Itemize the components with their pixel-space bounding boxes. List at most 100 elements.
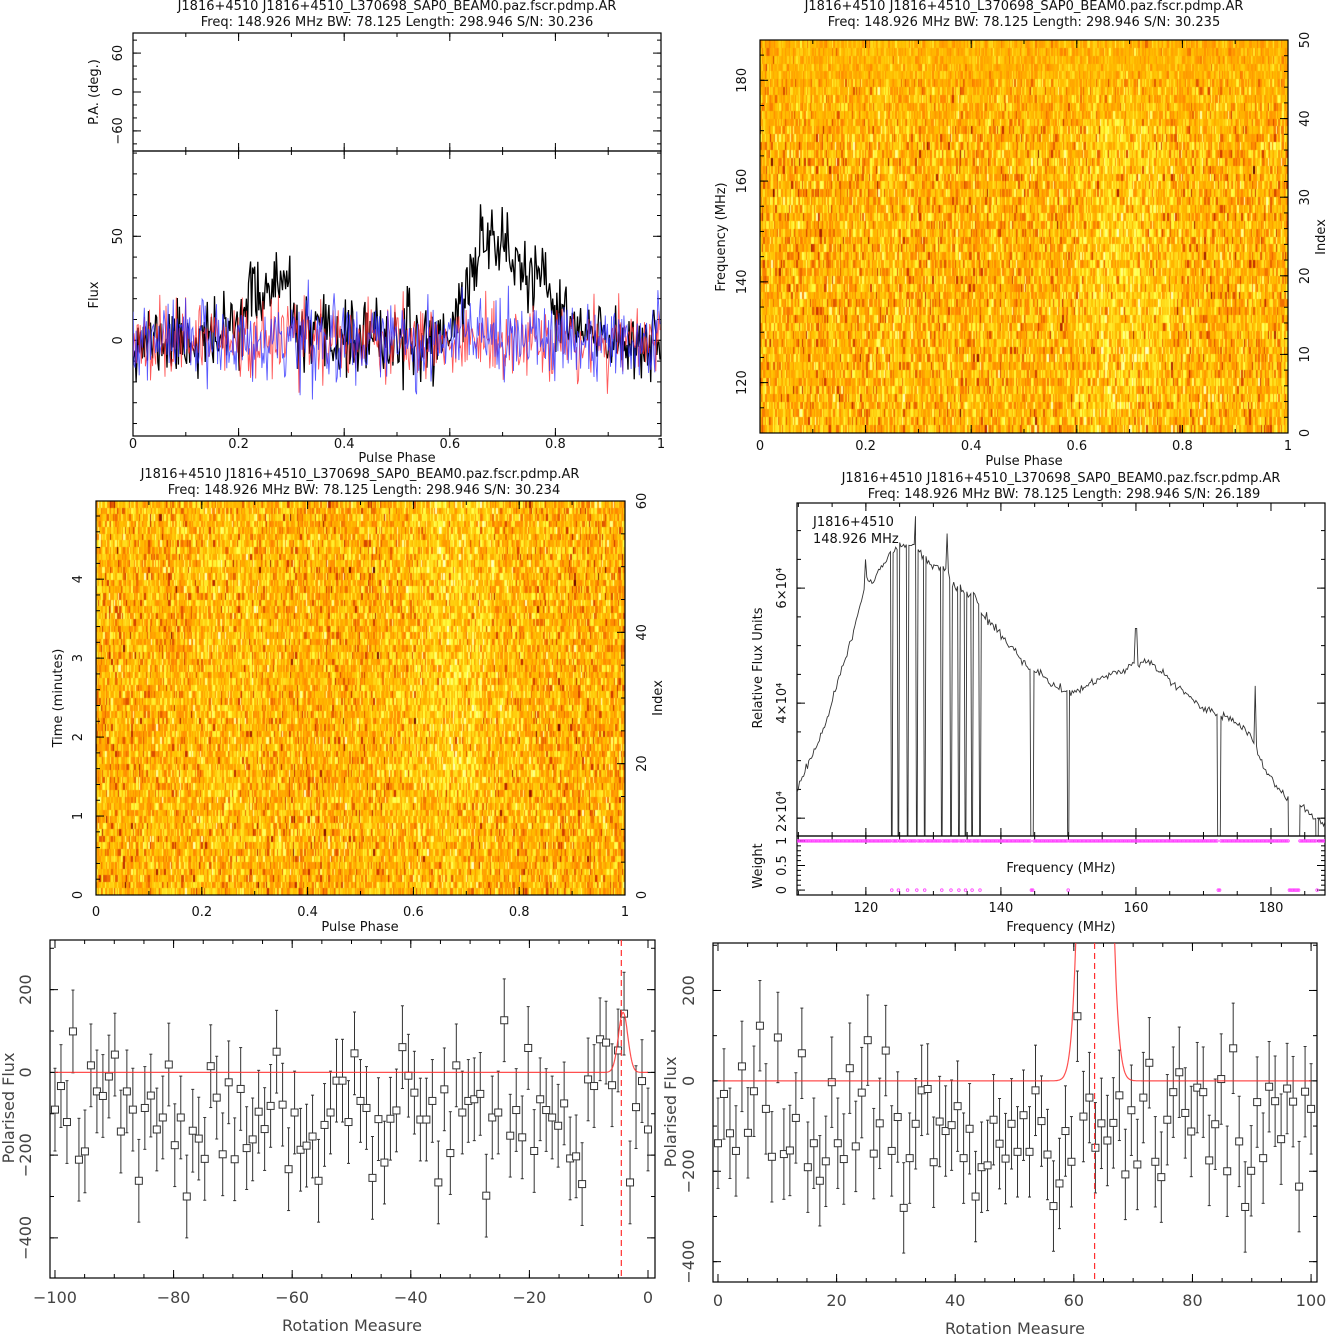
weight-point [957, 888, 961, 892]
rm-positive-marker [815, 1176, 824, 1185]
rm-negative-marker [470, 1095, 479, 1104]
rm-positive-point [1097, 1077, 1106, 1170]
weight-point [1066, 888, 1070, 892]
rm-negative-point [644, 1087, 653, 1172]
rm-negative-point [260, 1087, 269, 1171]
weight-point [940, 888, 944, 892]
rm-negative-point [518, 1095, 527, 1180]
time-phase-x-tick-label: 0.8 [509, 905, 530, 920]
rm-negative-point [146, 1053, 155, 1138]
rm-positive-point [773, 991, 782, 1084]
rm-positive-point [1163, 1074, 1172, 1166]
rm-negative-marker [326, 1108, 335, 1117]
rm-positive-marker [1121, 1170, 1130, 1179]
rm-positive-point [1013, 1106, 1022, 1198]
rm-negative-point [98, 1054, 107, 1138]
rm-positive-marker [899, 1203, 908, 1212]
time-phase-x-tick-label: 0.4 [297, 905, 318, 920]
rm-negative-point [290, 1070, 299, 1155]
rm-negative-x-tick-label: −60 [275, 1288, 309, 1307]
rm-negative-marker [176, 1113, 185, 1122]
rm-positive-point [785, 1104, 794, 1197]
rm-negative-marker [188, 1126, 197, 1135]
weight-point [1029, 888, 1034, 892]
rm-negative-point [314, 1138, 323, 1223]
rm-positive-marker [1175, 1068, 1184, 1077]
rm-negative-point [80, 1109, 89, 1194]
rm-negative-point [104, 1034, 113, 1119]
rm-positive-point [917, 1044, 926, 1137]
rm-negative-point [638, 1039, 647, 1123]
rm-negative-marker [602, 1038, 611, 1047]
rm-positive-marker [821, 1157, 830, 1166]
rm-positive-marker [929, 1158, 938, 1167]
rm-positive-marker [791, 1113, 800, 1122]
profile-x-tick-label: 1 [657, 437, 665, 452]
rm-negative-marker [140, 1103, 149, 1112]
rm-positive-marker [893, 1113, 902, 1122]
rm-negative-point [452, 1023, 461, 1108]
weight-x-tick-label: 140 [988, 901, 1013, 916]
rm-positive-point [767, 1111, 776, 1203]
spectrum-frame [796, 502, 1326, 837]
rm-positive-marker [857, 1088, 866, 1097]
rm-positive-marker [905, 1154, 914, 1163]
rm-positive-marker [1307, 1104, 1316, 1113]
rm-negative-point [506, 1093, 515, 1178]
rm-negative-point [626, 1140, 635, 1225]
rm-positive-marker [1301, 1087, 1310, 1096]
rm-positive-marker [1109, 1118, 1118, 1127]
rm-positive-point [887, 1105, 896, 1197]
profile-frame [132, 150, 662, 437]
rm-negative-point [368, 1136, 377, 1220]
rm-negative-point [236, 1047, 245, 1131]
rm-positive-point [737, 1020, 746, 1113]
rm-positive-marker [1055, 1179, 1064, 1188]
rm-negative-marker [98, 1091, 107, 1100]
weight-point [1028, 839, 1032, 843]
rm-positive-marker [1127, 1106, 1136, 1115]
freq-phase-x-tick-label: 0.8 [1172, 439, 1193, 454]
rm-positive-marker [953, 1102, 962, 1111]
rm-negative-point [524, 1006, 533, 1090]
freq-phase-title-line2: Freq: 148.926 MHz BW: 78.125 Length: 298… [828, 15, 1220, 30]
rm-negative-point [350, 1011, 359, 1096]
rm-negative-fit-curve [55, 1011, 648, 1073]
rm-positive-point [1235, 1095, 1244, 1188]
rm-negative-point [410, 1050, 419, 1135]
rm-negative-y-tick-label: 200 [16, 974, 35, 1005]
rm-negative-point [308, 1094, 317, 1179]
rm-positive-point [959, 1112, 968, 1204]
rm-negative-marker [356, 1096, 365, 1105]
rm-positive-marker [737, 1062, 746, 1071]
rm-negative-marker [134, 1176, 143, 1185]
rm-negative-x-tick-label: −40 [394, 1288, 428, 1307]
rm-positive-point [1019, 1069, 1028, 1161]
rm-negative-marker [632, 1103, 641, 1112]
rm-negative-marker [398, 1043, 407, 1052]
rm-positive-marker [1049, 1202, 1058, 1211]
rm-positive-marker [1211, 1120, 1220, 1129]
rm-negative-marker [500, 1016, 509, 1025]
rm-negative-x-tick-label: −20 [513, 1288, 547, 1307]
rm-positive-point [1067, 1116, 1076, 1208]
weight-x-tick-label: 120 [853, 901, 878, 916]
rm-negative-point [272, 1009, 281, 1094]
rm-negative-marker [146, 1091, 155, 1100]
rm-positive-point [923, 1043, 932, 1135]
rm-positive-point [1259, 1112, 1268, 1204]
rm-positive-marker [743, 1128, 752, 1137]
rm-positive-point [899, 1162, 908, 1254]
rm-negative-point [386, 1076, 395, 1161]
profile-title-line1: J1816+4510 J1816+4510_L370698_SAP0_BEAM0… [177, 0, 617, 14]
time-phase-y2-tick-label: 60 [635, 493, 650, 510]
weight-point [1026, 839, 1031, 843]
rm-positive-marker [845, 1064, 854, 1073]
rm-negative-point [488, 1075, 497, 1160]
rm-positive-marker [755, 1021, 764, 1030]
weight-y-tick-label: 0 [775, 886, 790, 894]
time-phase-ylabel: Time (minutes) [51, 649, 66, 749]
freq-phase-y2-tick-label: 50 [1298, 32, 1313, 49]
rm-negative-marker [338, 1076, 347, 1085]
